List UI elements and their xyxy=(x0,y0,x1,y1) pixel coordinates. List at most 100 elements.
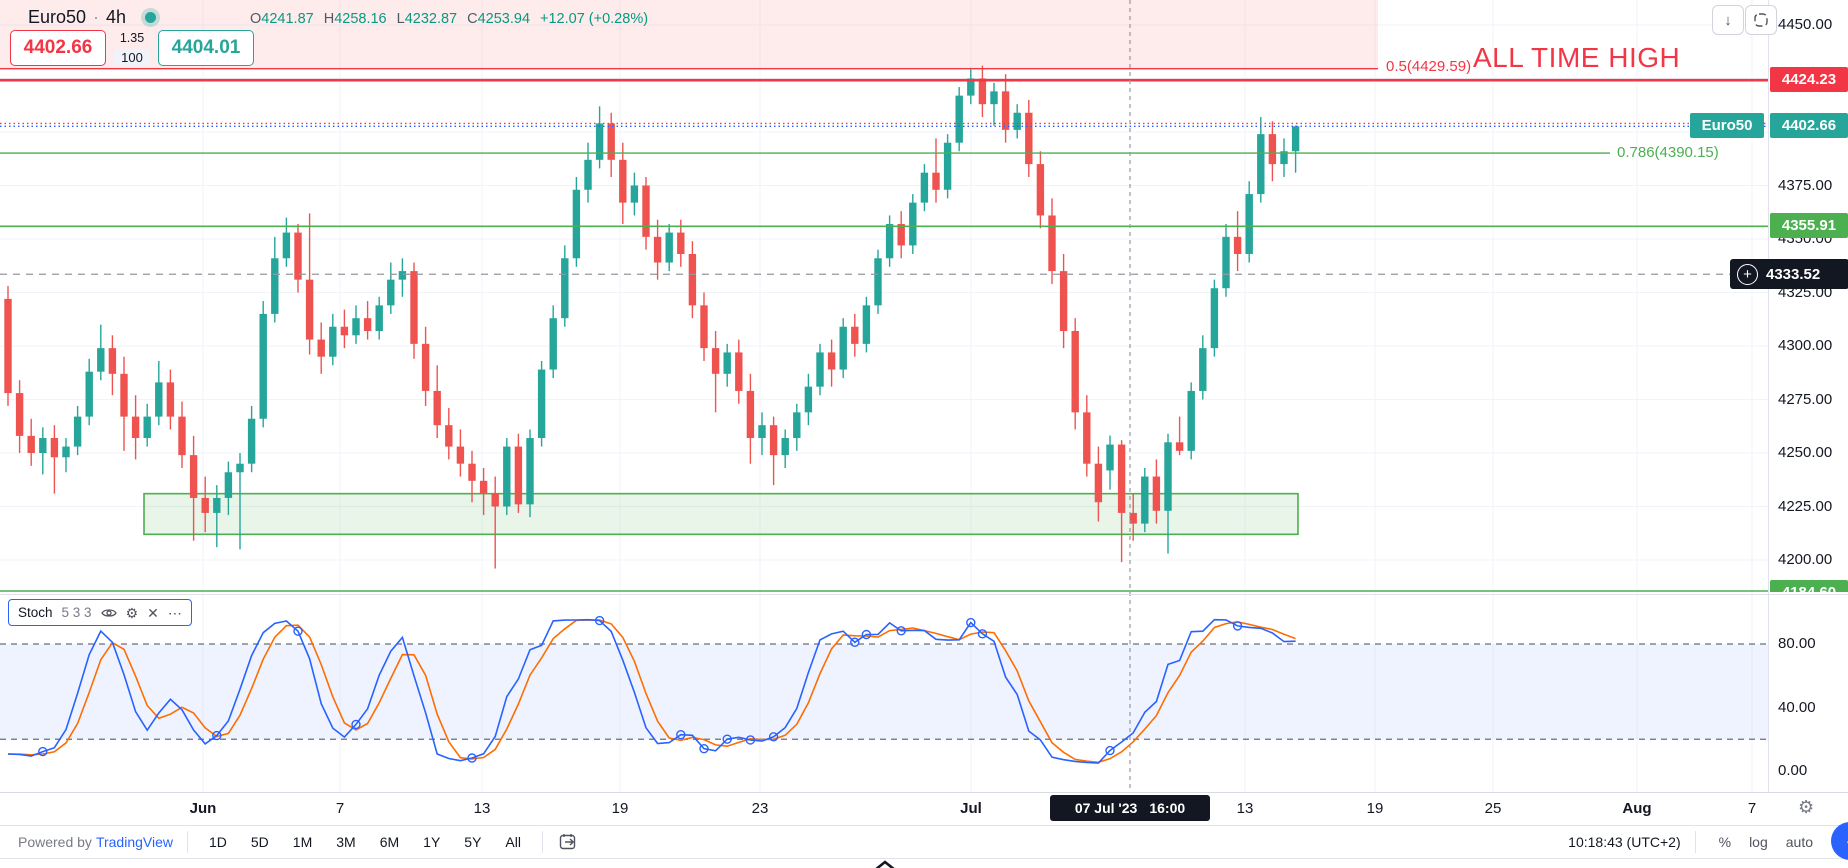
close-icon[interactable]: ✕ xyxy=(147,604,159,621)
time-axis-settings-gear-icon[interactable]: ⚙ xyxy=(1798,797,1815,817)
price-axis-label: 4275.00 xyxy=(1778,390,1833,408)
stoch-cross-marker xyxy=(966,617,976,628)
clock[interactable]: 10:18:43 (UTC+2) xyxy=(1568,834,1681,850)
stoch-cross-marker xyxy=(896,626,906,636)
stoch-series xyxy=(7,615,1296,764)
range-button-all[interactable]: All xyxy=(505,834,521,850)
title-separator: · xyxy=(93,7,100,27)
lot-size[interactable]: 100 xyxy=(114,50,150,65)
ohlc-values: O4241.87 H4258.16 L4232.87 C4253.94 +12.07 (… xyxy=(250,11,648,27)
buy-price: 4404.01 xyxy=(171,37,241,58)
fullscreen-button[interactable] xyxy=(1745,5,1777,35)
stoch-k-line xyxy=(7,618,1296,764)
go-to-date-button[interactable] xyxy=(559,833,579,851)
stoch-cross-marker xyxy=(745,735,756,745)
buy-button[interactable]: 4404.01 xyxy=(158,30,254,66)
crosshair-price-value: 4333.52 xyxy=(1766,265,1821,283)
time-axis-label: Jul xyxy=(960,800,982,817)
spread-column: 1.35 100 xyxy=(111,30,153,66)
price-line-label: 4355.91 xyxy=(1770,213,1848,239)
toolbar-right-group: 10:18:43 (UTC+2) % log auto xyxy=(1568,826,1848,858)
price-axis-label: 4250.00 xyxy=(1778,444,1833,461)
price-axis-label: 4200.00 xyxy=(1778,551,1833,568)
more-options-icon[interactable]: ⋯ xyxy=(167,604,182,621)
crosshair-date: 07 Jul '23 xyxy=(1074,800,1138,816)
stoch-axis-label: 0.00 xyxy=(1778,762,1808,779)
time-axis-label: 25 xyxy=(1484,800,1502,817)
crosshair xyxy=(0,0,1730,792)
time-axis-label: 7 xyxy=(335,800,345,817)
stoch-cross-marker xyxy=(977,629,988,639)
time-axis-label: 23 xyxy=(751,800,769,817)
add-alert-plus-icon[interactable]: + xyxy=(1737,263,1758,285)
fullscreen-icon xyxy=(1754,13,1768,27)
scale-mode-auto[interactable]: auto xyxy=(1785,834,1813,850)
level-lines xyxy=(0,68,1768,592)
expand-bottom-chevron-icon[interactable] xyxy=(872,859,898,868)
all-time-high-annotation[interactable]: ALL TIME HIGH xyxy=(1473,42,1681,73)
stoch-indicator-legend[interactable]: Stoch 5 3 3 ⚙ ✕ ⋯ xyxy=(8,599,192,626)
sell-button[interactable]: 4402.66 xyxy=(10,30,106,66)
powered-by-text: Powered by xyxy=(18,834,92,850)
toolbar-divider xyxy=(186,831,188,853)
interval-label: 4h xyxy=(106,7,127,27)
stoch-cross-marker xyxy=(699,743,709,754)
stoch-d-line xyxy=(7,619,1296,764)
stoch-title: Stoch xyxy=(18,605,53,620)
demand-zone[interactable] xyxy=(143,492,1299,536)
arrow-down-icon: ↓ xyxy=(1724,11,1732,29)
stoch-cross-marker xyxy=(38,746,48,757)
range-button-1m[interactable]: 1M xyxy=(292,834,313,850)
stoch-cross-marker xyxy=(768,732,779,742)
time-axis[interactable]: 07 Jul '23 16:00 ⚙ Jun 7 13 19 23 Jul 13 19 25 Au… xyxy=(0,792,1848,825)
price-line-label: 4424.23 xyxy=(1770,67,1848,93)
scale-mode-log[interactable]: log xyxy=(1749,834,1768,850)
eye-icon[interactable] xyxy=(100,607,117,619)
scale-mode-switcher: % log auto xyxy=(1710,834,1822,850)
collapse-panel-button[interactable]: ‹ xyxy=(1831,822,1848,860)
symbol-price-flag: Euro50 xyxy=(1690,113,1764,139)
stoch-axis-label: 40.00 xyxy=(1778,698,1816,716)
ohlc-item: H4258.16 xyxy=(323,11,387,27)
scroll-to-recent-button[interactable]: ↓ xyxy=(1712,5,1744,35)
price-line-label: 4402.66 xyxy=(1770,113,1848,139)
stoch-cross-marker xyxy=(594,615,605,626)
stoch-cross-marker xyxy=(861,629,872,640)
time-axis-label: Jun xyxy=(189,800,217,817)
stoch-cross-marker xyxy=(850,637,860,647)
crosshair-time-label: 07 Jul '23 16:00 xyxy=(1050,795,1210,821)
price-scale[interactable]: 4450.00 4375.00 4350.00 4325.00 4300.00 4275.… xyxy=(1680,0,1848,594)
stoch-cross-marker xyxy=(676,729,686,740)
fib-0.786-label[interactable]: 0.786(4390.15) xyxy=(1617,144,1719,161)
fib-0.5-label[interactable]: 0.5(4429.59) xyxy=(1386,58,1472,75)
tradingview-link[interactable]: TradingView xyxy=(95,834,173,850)
price-axis-label: 4450.00 xyxy=(1778,16,1833,33)
chart-canvas[interactable] xyxy=(0,0,1848,792)
stoch-params: 5 3 3 xyxy=(61,605,92,620)
time-axis-label: 13 xyxy=(473,800,491,817)
range-button-5d[interactable]: 5D xyxy=(250,834,269,850)
range-button-1y[interactable]: 1Y xyxy=(423,834,441,850)
range-button-5y[interactable]: 5Y xyxy=(464,834,482,850)
gear-icon[interactable]: ⚙ xyxy=(125,604,139,621)
symbol-title[interactable]: Euro50 · 4h xyxy=(28,7,161,28)
time-axis-label: 13 xyxy=(1236,800,1254,817)
spread-value: 1.35 xyxy=(119,31,145,45)
price-axis-label: 4375.00 xyxy=(1778,176,1833,194)
time-axis-label: 7 xyxy=(1747,800,1757,817)
crosshair-price-label[interactable]: + 4333.52 xyxy=(1730,259,1848,290)
time-axis-label: Aug xyxy=(1622,800,1652,817)
scale-mode-%[interactable]: % xyxy=(1718,834,1732,850)
candlestick-series xyxy=(4,65,1300,569)
price-line-label: 4184.60 xyxy=(1770,580,1848,592)
pane-separators xyxy=(0,0,1848,792)
ohlc-item: L4232.87 xyxy=(396,11,458,27)
ohlc-item: C4253.94 xyxy=(467,11,531,27)
range-button-6m[interactable]: 6M xyxy=(379,834,400,850)
change-value: +12.07 (+0.28%) xyxy=(540,11,649,27)
range-button-1d[interactable]: 1D xyxy=(208,834,227,850)
chevron-left-icon: ‹ xyxy=(1846,828,1848,854)
range-button-3m[interactable]: 3M xyxy=(336,834,356,850)
stoch-scale[interactable]: 80.00 40.00 0.00 xyxy=(1680,594,1848,792)
